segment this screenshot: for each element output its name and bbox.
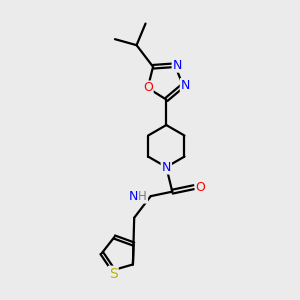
Text: N: N — [162, 160, 171, 174]
Text: O: O — [196, 181, 206, 194]
Text: N: N — [181, 79, 190, 92]
Text: H: H — [138, 190, 147, 203]
Text: N: N — [172, 59, 182, 72]
Text: N: N — [129, 190, 138, 203]
Text: S: S — [109, 267, 118, 281]
Text: O: O — [143, 82, 153, 94]
